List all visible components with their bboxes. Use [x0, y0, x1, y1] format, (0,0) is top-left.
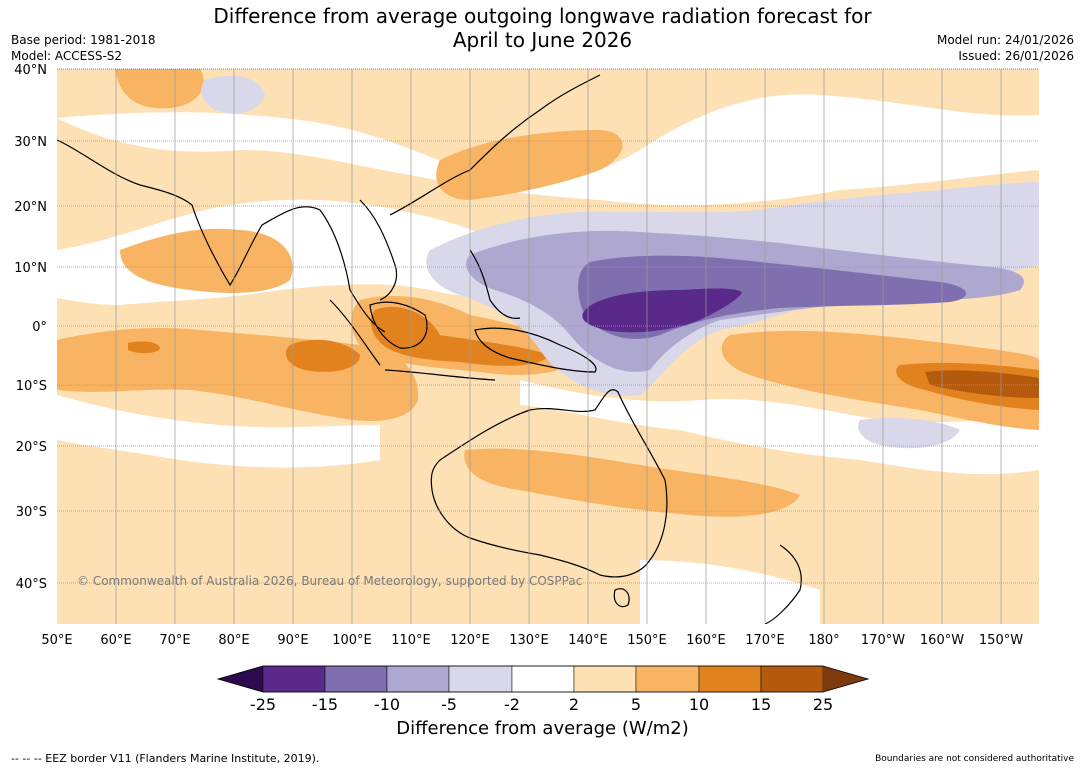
colorbar-segment-8 [698, 665, 762, 693]
base-period: Base period: 1981-2018 [11, 33, 156, 47]
deep-purple-core [582, 288, 742, 333]
colorbar-segment-5 [511, 665, 575, 693]
lon-label-160w: 160°W [920, 633, 964, 648]
dark-orange-a [285, 339, 360, 372]
issued-date: Issued: 26/01/2026 [958, 49, 1074, 63]
lat-label-30n: 30°N [14, 135, 47, 150]
lon-label-130e: 130°E [509, 633, 549, 648]
coast-south-asia [57, 139, 386, 333]
lat-label-10s: 10°S [16, 379, 47, 394]
coast-new-guinea [474, 327, 597, 373]
cb-tick-5: -2 [504, 695, 520, 714]
cb-tick-9: 15 [751, 695, 771, 714]
colorbar-segment-4 [448, 665, 513, 693]
map-title: Difference from average outgoing longwav… [0, 4, 1085, 52]
model-run: Model run: 24/01/2026 [936, 33, 1074, 47]
white-patch-tasman [640, 560, 820, 624]
cb-tick-8: 10 [689, 695, 709, 714]
lat-label-40s: 40°S [16, 577, 47, 592]
title-line-1: Difference from average outgoing longwav… [213, 4, 872, 28]
boundaries-disclaimer: Boundaries are not considered authoritat… [875, 754, 1074, 764]
colorbar-segment-1 [262, 665, 326, 693]
lat-label-20n: 20°N [14, 200, 47, 215]
meta-left: Base period: 1981-2018 Model: ACCESS-S2 [11, 32, 156, 64]
coast-indochina [359, 199, 398, 301]
meta-right: Model run: 24/01/2026 Issued: 26/01/2026 [937, 32, 1074, 64]
title-line-2: April to June 2026 [452, 28, 633, 52]
eez-legend: -- -- -- EEZ border V11 (Flanders Marine… [11, 752, 320, 765]
lat-label-10n: 10°N [14, 261, 47, 276]
coast-sumatra [329, 299, 381, 366]
lon-label-120e: 120°E [450, 633, 490, 648]
white-band-north [57, 94, 1039, 206]
orange-india [120, 228, 293, 293]
white-band-indian [57, 395, 380, 468]
lon-label-180: 180° [808, 633, 839, 648]
lon-label-100e: 100°E [332, 633, 372, 648]
lat-label-30s: 30°S [16, 505, 47, 520]
coastlines [57, 74, 802, 624]
anomaly-field [57, 69, 1039, 624]
coast-philippines [469, 249, 521, 320]
lon-label-60e: 60°E [100, 633, 131, 648]
colorbar-over-arrow [823, 666, 868, 692]
lat-label-0: 0° [32, 320, 47, 335]
lavender-south [858, 418, 960, 449]
white-band-south [520, 380, 1039, 475]
dark-orange-b [128, 341, 160, 354]
orange-australia [464, 448, 800, 517]
lon-label-160e: 160°E [686, 633, 726, 648]
cb-tick-3: -10 [374, 695, 400, 714]
colorbar-segment-3 [386, 665, 450, 693]
cb-tick-2: -15 [312, 695, 338, 714]
cb-tick-1: -25 [250, 695, 276, 714]
lat-label-40n: 40°N [14, 63, 47, 78]
lon-label-170e: 170°E [745, 633, 785, 648]
coast-tasmania [613, 588, 630, 608]
lat-label-20s: 20°S [16, 440, 47, 455]
lon-label-50e: 50°E [41, 633, 72, 648]
coast-new-zealand [764, 544, 802, 624]
lon-label-80e: 80°E [218, 633, 249, 648]
colorbar-outline [216, 665, 870, 693]
cb-tick-10: 25 [813, 695, 833, 714]
brown-pacific [925, 370, 1039, 398]
lon-label-170w: 170°W [861, 633, 905, 648]
lat-labels: 40°N 30°N 20°N 10°N 0° 10°S 20°S 30°S 40… [14, 63, 47, 592]
lon-label-70e: 70°E [159, 633, 190, 648]
colorbar-segment-7 [635, 665, 700, 693]
lon-label-150w: 150°W [979, 633, 1023, 648]
gridlines [57, 140, 1039, 584]
orange-tibet [115, 69, 204, 109]
lon-label-110e: 110°E [391, 633, 431, 648]
colorbar-under-arrow [218, 666, 263, 692]
cb-tick-7: 5 [631, 695, 641, 714]
orange-south-pacific [721, 330, 1039, 430]
orange-china [436, 130, 623, 200]
lavender-himalaya [201, 75, 265, 114]
dark-orange-c [370, 306, 550, 366]
colorbar-ticks: -25 -15 -10 -5 -2 2 5 10 15 25 [250, 695, 833, 714]
lon-label-140e: 140°E [568, 633, 608, 648]
coast-australia [430, 389, 668, 578]
meridians [115, 69, 1002, 624]
cb-tick-4: -5 [441, 695, 457, 714]
colorbar-segment-2 [324, 665, 388, 693]
lon-label-150e: 150°E [627, 633, 667, 648]
cb-tick-6: 2 [569, 695, 579, 714]
colorbar [216, 665, 870, 693]
coast-borneo [369, 301, 428, 349]
coast-java [384, 369, 496, 381]
coast-east-asia [389, 74, 601, 216]
colorbar-segment-6 [573, 665, 637, 693]
copyright-notice: © Commonwealth of Australia 2026, Bureau… [77, 574, 583, 588]
colorbar-title: Difference from average (W/m2) [396, 718, 689, 739]
colorbar-segment-9 [760, 665, 824, 693]
lon-label-90e: 90°E [277, 633, 308, 648]
lon-labels: 50°E 60°E 70°E 80°E 90°E 100°E 110°E 120… [41, 633, 1023, 648]
model-name: Model: ACCESS-S2 [11, 49, 123, 63]
